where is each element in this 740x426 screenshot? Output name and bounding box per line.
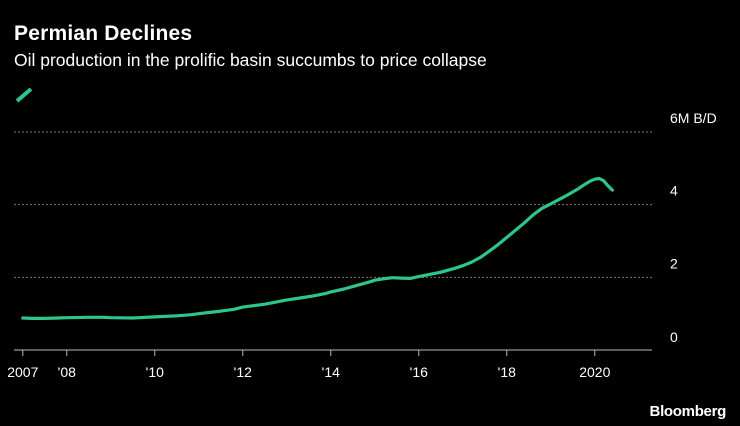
x-tick-label: 2020	[579, 364, 610, 380]
x-tick-label: '14	[322, 364, 340, 380]
series-line-permian	[21, 176, 615, 320]
x-tick-label: '12	[234, 364, 252, 380]
y-tick-label: 0	[670, 329, 678, 345]
x-tick-label: '08	[58, 364, 76, 380]
x-tick-label: '10	[146, 364, 164, 380]
x-tick-label: '18	[498, 364, 516, 380]
y-tick-label: 2	[670, 255, 678, 271]
x-tick-label: '16	[410, 364, 428, 380]
source-logo: Bloomberg	[649, 403, 727, 420]
x-tick-label: 2007	[7, 364, 38, 380]
legend-line-icon	[15, 87, 33, 103]
y-tick-label: 4	[670, 183, 678, 199]
y-tick-label: 6M B/D	[670, 110, 717, 126]
chart-title: Permian Declines	[14, 22, 193, 45]
chart-subtitle: Oil production in the prolific basin suc…	[14, 50, 487, 70]
